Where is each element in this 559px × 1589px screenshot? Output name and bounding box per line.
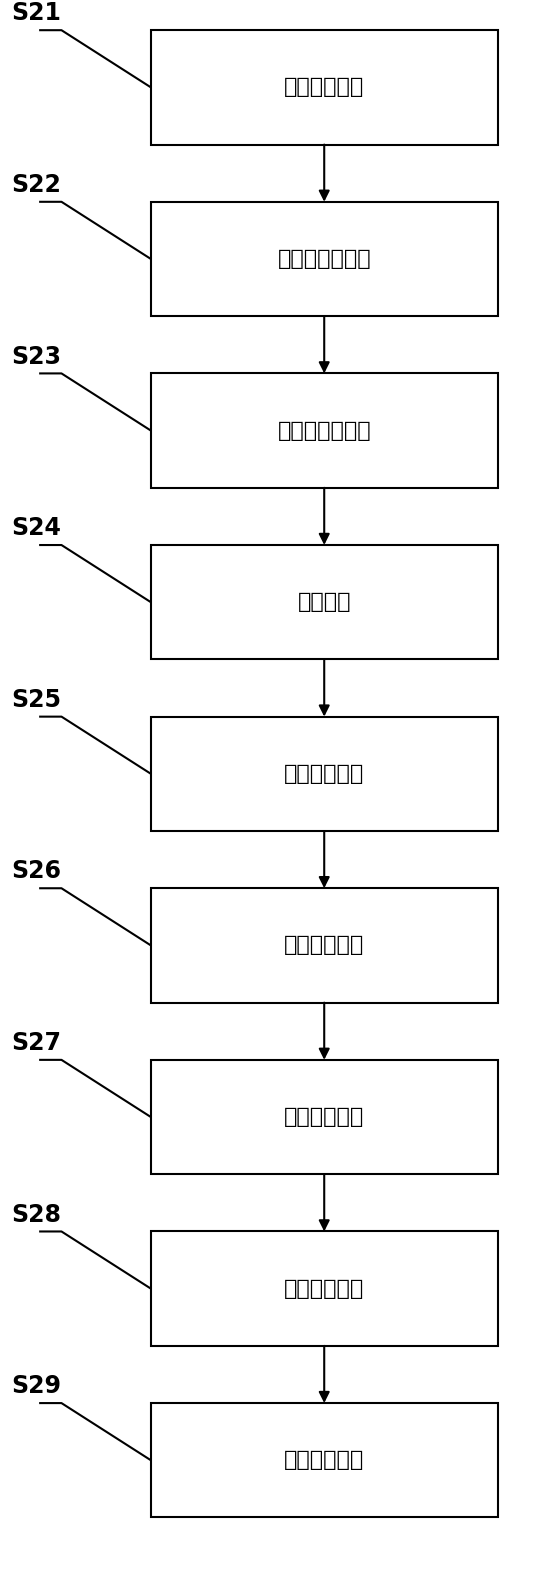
Bar: [151, 545, 498, 659]
Text: S23: S23: [11, 345, 61, 369]
Text: S28: S28: [11, 1203, 61, 1227]
Bar: [151, 1060, 498, 1174]
Bar: [151, 202, 498, 316]
Bar: [151, 888, 498, 1003]
Bar: [151, 1231, 498, 1346]
Text: S24: S24: [11, 516, 61, 540]
Bar: [151, 717, 498, 831]
Text: 高频噪声检测: 高频噪声检测: [284, 1451, 364, 1470]
Text: 信号跳变检测: 信号跳变检测: [284, 1108, 364, 1127]
Text: S29: S29: [11, 1374, 61, 1398]
Text: S25: S25: [11, 688, 61, 712]
Text: 信号差分计算: 信号差分计算: [284, 78, 364, 97]
Text: 信号过载检测: 信号过载检测: [284, 936, 364, 955]
Text: S27: S27: [11, 1031, 61, 1055]
Bar: [151, 373, 498, 488]
Text: 低频噪声检测: 低频噪声检测: [284, 1279, 364, 1298]
Text: 差分绝对和计算: 差分绝对和计算: [277, 421, 371, 440]
Text: S22: S22: [11, 173, 61, 197]
Bar: [151, 1403, 498, 1517]
Text: 信号绝对和计算: 信号绝对和计算: [277, 249, 371, 269]
Text: 阈值更新: 阈值更新: [297, 593, 351, 612]
Bar: [151, 30, 498, 145]
Text: 导联脱落检测: 导联脱落检测: [284, 764, 364, 783]
Text: S21: S21: [11, 2, 61, 25]
Text: S26: S26: [11, 860, 61, 883]
